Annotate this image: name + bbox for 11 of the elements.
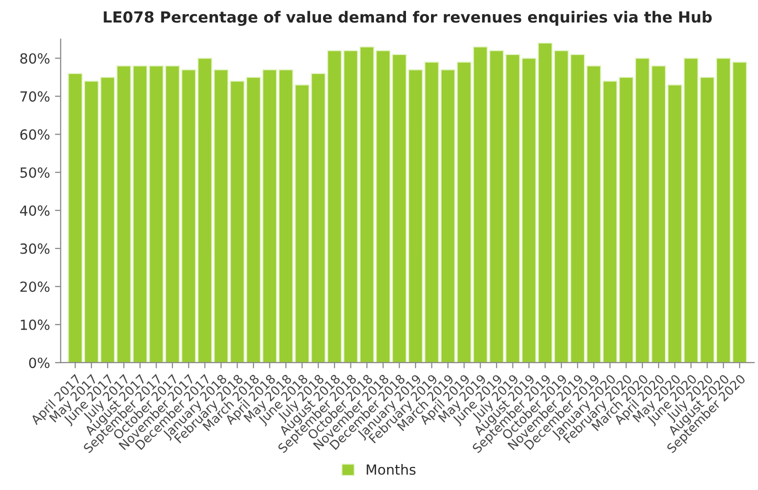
y-tick-label: 10% — [20, 320, 50, 330]
y-tick-label: 20% — [20, 281, 50, 292]
y-tick-label: 30% — [20, 243, 50, 254]
y-tick-label: 70% — [20, 91, 50, 102]
y-tick-label: 50% — [20, 167, 50, 178]
y-tick-label: 0% — [29, 358, 50, 368]
legend-label: Months — [366, 464, 416, 475]
chart-title: LE078 Percentage of value demand for revenues enquiries via the Hub — [104, 10, 712, 26]
y-tick-label: 40% — [20, 205, 50, 216]
y-tick-label: 80% — [20, 53, 50, 64]
y-tick-label: 60% — [20, 129, 50, 140]
